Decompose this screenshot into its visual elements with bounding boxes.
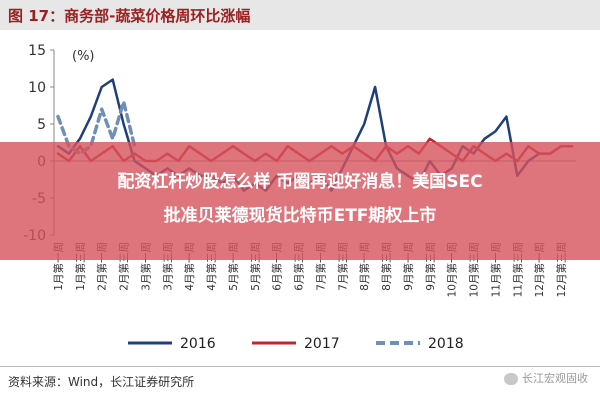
headline-overlay-band (0, 142, 600, 260)
series-line-2018 (56, 100, 137, 156)
source-note: 资料来源：Wind，长江证券研究所 (8, 375, 195, 389)
legend-label-2017: 2017 (304, 336, 340, 352)
legend-label-2016: 2016 (180, 336, 216, 352)
wechat-icon (504, 373, 518, 385)
y-tick-label: 10 (28, 80, 46, 96)
y-tick-label: 5 (37, 117, 46, 133)
headline-line-2: 批准贝莱德现货比特币ETF期权上市 (163, 206, 437, 226)
figure-title: 图 17：商务部-蔬菜价格周环比涨幅 (8, 7, 251, 25)
footer-divider (0, 366, 600, 367)
headline-line-1: 配资杠杆炒股怎么样 币圈再迎好消息！美国SEC (117, 172, 483, 192)
figure-title-bar: 图 17：商务部-蔬菜价格周环比涨幅 (0, 0, 600, 30)
y-axis-unit-label: (%) (72, 49, 95, 64)
watermark: 长江宏观固收 (504, 370, 588, 386)
watermark-text: 长江宏观固收 (522, 372, 588, 385)
legend-label-2018: 2018 (428, 336, 464, 352)
y-tick-label: 15 (28, 43, 46, 59)
